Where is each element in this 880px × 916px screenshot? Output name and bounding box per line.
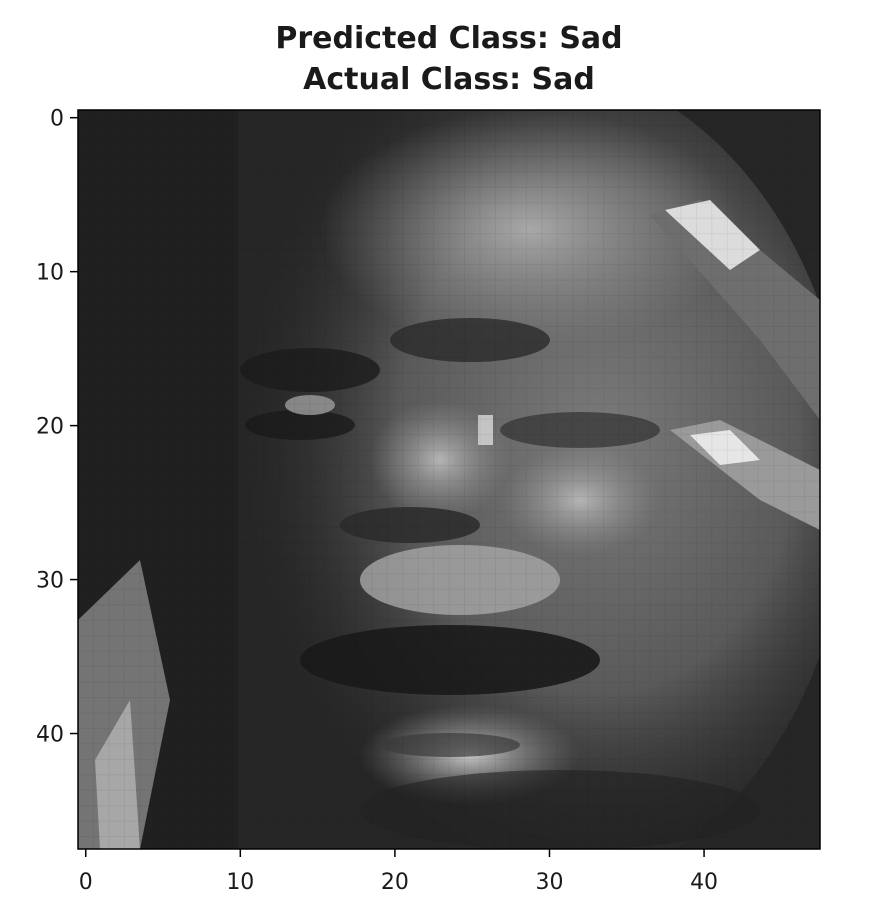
y-tick-label: 10 (36, 261, 64, 286)
x-axis: 0 10 20 30 40 (79, 849, 718, 895)
y-tick-label: 30 (36, 569, 64, 594)
y-axis: 0 10 20 30 40 (36, 107, 78, 748)
x-tick-label: 20 (381, 870, 409, 895)
axes-frame (77, 109, 821, 850)
x-tick-label: 30 (535, 870, 563, 895)
face-image (78, 110, 820, 849)
y-tick-label: 40 (36, 723, 64, 748)
plot-title-predicted: Predicted Class: Sad (275, 21, 623, 56)
x-tick-label: 0 (79, 870, 93, 895)
plot-title-actual: Actual Class: Sad (303, 62, 595, 97)
x-tick-label: 10 (226, 870, 254, 895)
y-tick-label: 20 (36, 415, 64, 440)
x-tick-label: 40 (690, 870, 718, 895)
y-tick-label: 0 (50, 107, 64, 132)
